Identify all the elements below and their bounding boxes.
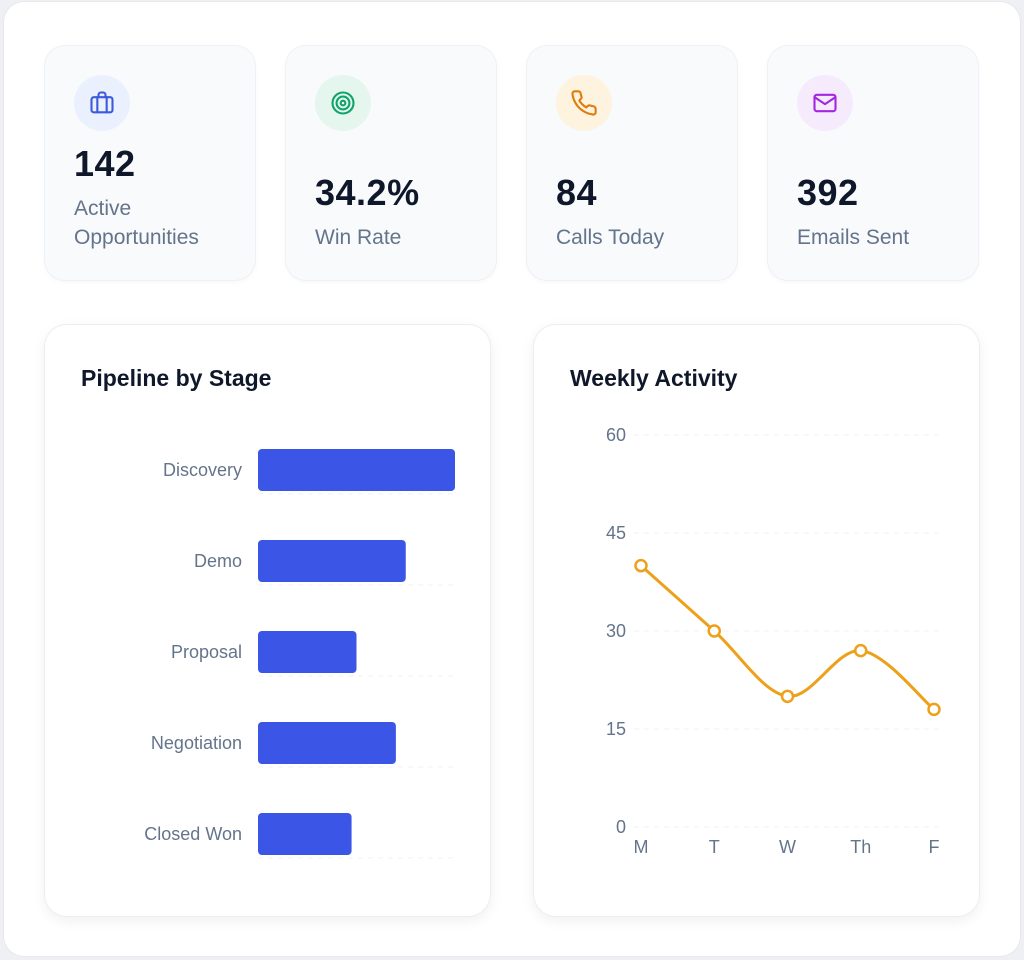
activity-chart: 0 15 30 45 60 M T W Th F <box>606 425 941 857</box>
bar <box>258 540 406 582</box>
stat-label: Win Rate <box>315 226 402 249</box>
stat-label: Emails Sent <box>797 226 910 249</box>
phone-icon <box>556 75 612 131</box>
dashboard-frame: 142 Active Opportunities 34.2% Win Rate … <box>4 2 1020 956</box>
stat-value: 392 <box>797 172 859 213</box>
data-point <box>707 624 721 638</box>
bar <box>258 722 396 764</box>
bar <box>258 631 357 673</box>
x-tick-label: W <box>779 837 796 857</box>
bar <box>258 813 352 855</box>
data-point <box>927 702 941 717</box>
stat-label: Calls Today <box>556 226 665 249</box>
stat-label: Active Opportunities <box>74 197 199 249</box>
panel-title: Weekly Activity <box>570 365 738 391</box>
mail-icon <box>797 75 853 131</box>
category-label: Proposal <box>171 642 242 662</box>
y-tick-label: 30 <box>606 621 626 641</box>
stat-value: 142 <box>74 143 136 184</box>
category-label: Closed Won <box>144 824 242 844</box>
y-tick-label: 45 <box>606 523 626 543</box>
x-tick-label: F <box>929 837 940 857</box>
stat-value: 84 <box>556 172 598 213</box>
panel-title: Pipeline by Stage <box>81 365 272 391</box>
y-tick-label: 60 <box>606 425 626 445</box>
stat-card-emails-sent[interactable]: 392 Emails Sent <box>768 46 978 280</box>
data-point <box>854 643 868 658</box>
pipeline-panel: Pipeline by Stage Discovery Demo Proposal N… <box>45 325 490 916</box>
category-label: Demo <box>194 551 242 571</box>
stat-card-active-opportunities[interactable]: 142 Active Opportunities <box>45 46 255 280</box>
y-tick-label: 15 <box>606 719 626 739</box>
x-tick-label: M <box>634 837 649 857</box>
bar <box>258 449 455 491</box>
stat-card-win-rate[interactable]: 34.2% Win Rate <box>286 46 496 280</box>
stat-value: 34.2% <box>315 172 420 213</box>
activity-panel: Weekly Activity 0 15 30 45 60 M T W Th F <box>534 325 979 916</box>
x-tick-label: T <box>709 837 720 857</box>
category-label: Discovery <box>163 460 242 480</box>
target-icon <box>315 75 371 131</box>
briefcase-icon <box>74 75 130 131</box>
x-tick-label: Th <box>850 837 871 857</box>
pipeline-chart: Discovery Demo Proposal Negotiation Closed W… <box>144 449 455 859</box>
series-line <box>639 564 936 711</box>
stat-card-calls-today[interactable]: 84 Calls Today <box>527 46 737 280</box>
y-tick-label: 0 <box>616 817 626 837</box>
data-point <box>780 689 795 704</box>
data-point <box>634 558 648 573</box>
category-label: Negotiation <box>151 733 242 753</box>
